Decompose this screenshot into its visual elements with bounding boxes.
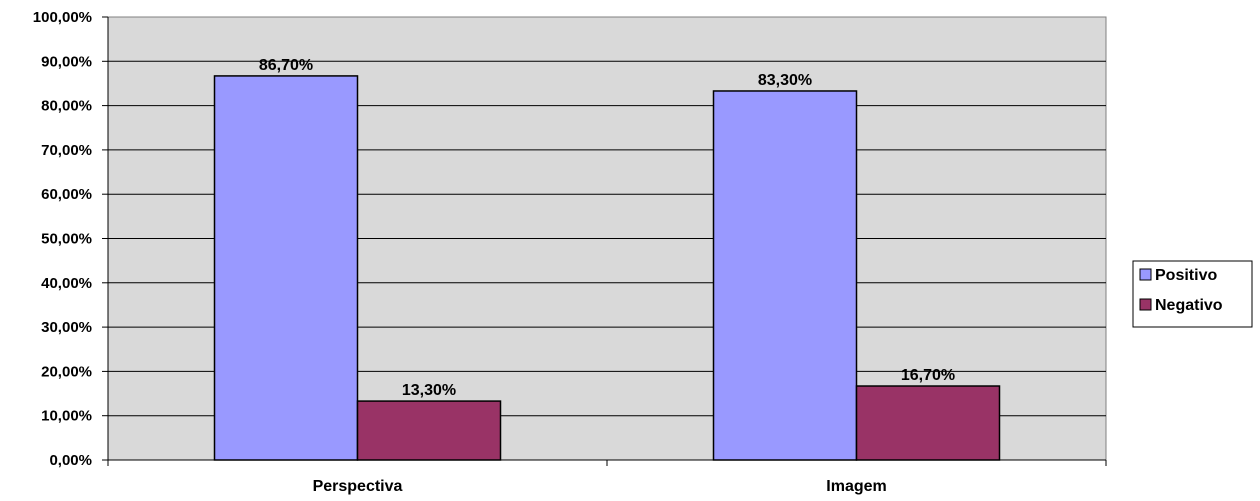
bar-negativo-perspectiva xyxy=(356,400,502,461)
y-tick-label: 0,00% xyxy=(49,452,92,469)
bar-positivo-imagem xyxy=(712,90,858,461)
y-tick-label: 50,00% xyxy=(41,231,92,248)
y-tick-label: 90,00% xyxy=(41,53,92,70)
y-tick-label: 70,00% xyxy=(41,142,92,159)
legend-swatch-positivo xyxy=(1139,268,1152,281)
bars xyxy=(213,75,1001,461)
y-tick-label: 100,00% xyxy=(33,9,92,26)
y-tick-label: 30,00% xyxy=(41,319,92,336)
data-label: 83,30% xyxy=(758,72,812,89)
legend-box xyxy=(1132,260,1253,328)
y-axis: 0,00% 10,00% 20,00% 30,00% 40,00% 50,00% 60,00… xyxy=(33,9,109,469)
data-label: 16,70% xyxy=(901,367,955,384)
legend: Positivo Negativo xyxy=(1132,260,1253,328)
y-tick-label: 20,00% xyxy=(41,363,92,380)
legend-label-positivo: Positivo xyxy=(1155,267,1217,284)
legend-swatch-negativo xyxy=(1139,298,1152,311)
data-label: 86,70% xyxy=(259,57,313,74)
bar-positivo-perspectiva xyxy=(213,75,359,461)
legend-label-negativo: Negativo xyxy=(1155,297,1223,314)
x-tick-label: Perspectiva xyxy=(313,478,403,495)
y-tick-label: 10,00% xyxy=(41,408,92,425)
y-tick-label: 40,00% xyxy=(41,275,92,292)
data-labels: 86,70% 13,30% 83,30% 16,70% xyxy=(259,57,955,399)
y-tick-label: 60,00% xyxy=(41,186,92,203)
data-label: 13,30% xyxy=(402,382,456,399)
x-axis: Perspectiva Imagem xyxy=(107,459,1107,495)
bar-negativo-imagem xyxy=(855,385,1001,461)
x-tick-label: Imagem xyxy=(826,478,886,495)
y-tick-label: 80,00% xyxy=(41,98,92,115)
